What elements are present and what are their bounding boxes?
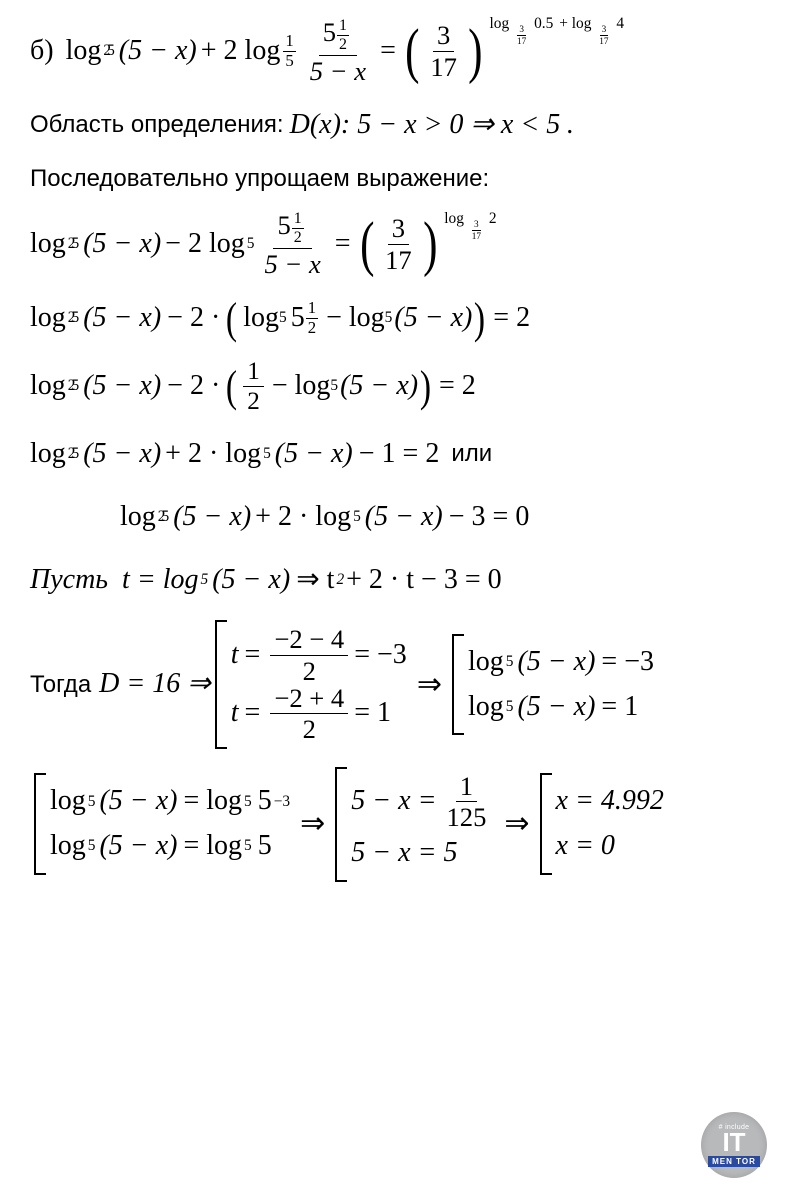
domain-line: Область определения: D(x): 5 − x > 0 ⇒ x… bbox=[30, 103, 759, 148]
watermark-mentor: MEN TOR bbox=[708, 1156, 760, 1167]
rhs-paren: ( 3 17 ) bbox=[402, 22, 486, 80]
left-frac: 5 1 2 5 − x bbox=[306, 18, 370, 85]
step7: log5 (5 − x) = log 5 5−3 log5 (5 − x) = … bbox=[30, 767, 759, 882]
equation-main: б) log 25 (5 − x) + 2 log 1 5 5 1 2 5 − … bbox=[30, 18, 759, 85]
step5: Пусть t = log 5 (5 − x) ⇒ t 2 + 2 · t − … bbox=[30, 558, 759, 603]
case-log-2: log5 (5 − x) = log 5 5−3 log5 (5 − x) = … bbox=[34, 773, 290, 875]
watermark-logo: # include IT MEN TOR bbox=[701, 1112, 767, 1178]
watermark-it: IT bbox=[722, 1129, 745, 1155]
step4b: log 25 (5 − x) + 2 · log 5 (5 − x) − 3 =… bbox=[120, 495, 759, 540]
step3: log 25 (5 − x) − 2 · ( 1 2 − log 5 (5 − … bbox=[30, 359, 759, 414]
case-solve: 5 − x = 1125 5 − x = 5 bbox=[335, 767, 494, 882]
step6: Тогда D = 16 ⇒ t= −2 − 42 = −3 t= −2 + 4… bbox=[30, 620, 759, 748]
base-1-5: 1 5 bbox=[283, 33, 295, 70]
rhs-exponent: log 3 17 0.5 + log 3 17 4 bbox=[489, 12, 624, 46]
step1: log 25 (5 − x) − 2 log 5 5 1 2 5 − x = (… bbox=[30, 211, 759, 278]
problem-label: б) bbox=[30, 29, 54, 74]
case-log: log5 (5 − x) = −3 log5 (5 − x) = 1 bbox=[452, 634, 654, 736]
case-ans: x = 4.992 x = 0 bbox=[540, 773, 664, 875]
step4a: log 25 (5 − x) + 2 · log 5 (5 − x) − 1 =… bbox=[30, 432, 759, 477]
simplify-text: Последовательно упрощаем выражение: bbox=[30, 165, 759, 193]
step2: log 25 (5 − x) − 2 · ( log 5 5 1 2 − log… bbox=[30, 296, 759, 341]
case-t: t= −2 − 42 = −3 t= −2 + 42 = 1 bbox=[215, 620, 407, 748]
